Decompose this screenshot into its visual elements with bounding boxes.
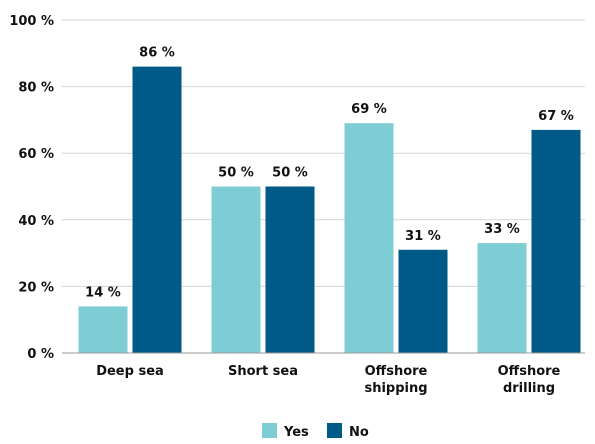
legend-swatch-yes [262,423,277,438]
bars [78,66,581,354]
bar-value-label: 31 % [405,229,441,244]
legend-label-yes: Yes [283,425,309,440]
y-tick-label: 60 % [18,147,54,162]
bar-no-0 [132,66,182,354]
bar-value-label: 50 % [218,166,254,181]
y-tick-label: 80 % [18,81,54,96]
y-tick-label: 100 % [9,14,54,29]
bar-yes-2 [344,123,394,353]
y-tick-label: 40 % [18,214,54,229]
bar-value-label: 50 % [272,166,308,181]
bar-value-label: 86 % [139,46,175,61]
y-tick-label: 20 % [18,280,54,295]
bar-value-label: 67 % [538,109,574,124]
bar-yes-0 [78,306,128,353]
y-axis-ticks: 0 % 20 % 40 % 60 % 80 % 100 % [9,14,54,362]
bar-yes-1 [211,186,261,353]
x-category-label: Offshore [365,364,428,379]
x-category-label: Deep sea [96,364,164,379]
legend-label-no: No [349,425,369,440]
y-tick-label: 0 % [27,347,54,362]
bar-no-1 [265,186,315,353]
x-category-label: drilling [503,381,555,396]
bar-value-label: 14 % [85,285,121,300]
x-axis-categories: Deep sea Short sea Offshore shipping Offshor… [96,364,560,396]
x-category-label: Short sea [228,364,298,379]
x-category-label: shipping [364,381,427,396]
bar-no-3 [531,129,581,353]
legend: Yes No [262,423,369,440]
bar-value-label: 33 % [484,222,520,237]
bar-value-label: 69 % [351,102,387,117]
bar-yes-3 [477,243,527,353]
data-labels: 14 % 86 % 50 % 50 % 69 % 31 % 33 % 67 % [85,46,574,301]
bar-no-2 [398,249,448,353]
legend-swatch-no [327,423,342,438]
x-category-label: Offshore [498,364,561,379]
